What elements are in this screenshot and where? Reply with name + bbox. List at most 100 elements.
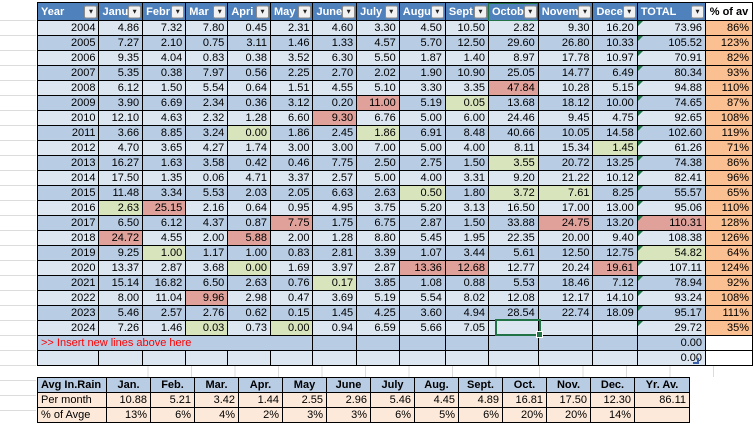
month-cell[interactable]: 17.00	[537, 200, 594, 216]
month-cell[interactable]: 5.35	[98, 65, 144, 81]
month-cell[interactable]: 1.87	[398, 50, 446, 66]
month-cell[interactable]: 1.07	[398, 245, 446, 261]
year-cell[interactable]: 2018	[36, 230, 100, 246]
month-cell[interactable]: 3.44	[444, 245, 489, 261]
total-cell[interactable]: 0.00	[636, 350, 707, 366]
month-cell[interactable]: 3.30	[398, 80, 446, 96]
month-cell[interactable]: 6.12	[142, 215, 187, 231]
month-cell[interactable]: 0.64	[227, 200, 271, 216]
month-cell[interactable]: 15.14	[98, 275, 144, 291]
month-cell[interactable]: 3.60	[398, 305, 446, 321]
month-cell[interactable]: 1.00	[142, 245, 187, 261]
month-cell[interactable]: 12.10	[98, 110, 144, 126]
month-cell[interactable]: 4.63	[142, 110, 187, 126]
month-cell[interactable]: 5.19	[356, 290, 400, 306]
pct-of-average-cell[interactable]: 96%	[705, 170, 753, 186]
month-cell[interactable]: 3.58	[185, 155, 229, 171]
total-cell[interactable]: 93.24	[636, 290, 707, 306]
total-cell[interactable]: 105.52	[636, 35, 707, 51]
month-cell[interactable]: 2.98	[227, 290, 271, 306]
month-cell[interactable]: 0.42	[227, 155, 271, 171]
empty-cell[interactable]	[592, 335, 638, 351]
month-cell[interactable]: 18.12	[537, 95, 594, 111]
month-cell[interactable]: 2.34	[185, 95, 229, 111]
pct-of-average-cell[interactable]: 124%	[705, 260, 753, 276]
filter-dropdown-icon[interactable]: ▾	[473, 5, 487, 18]
year-cell[interactable]: 2010	[36, 110, 100, 126]
month-cell[interactable]: 7.61	[537, 185, 594, 201]
month-cell[interactable]: 1.74	[227, 140, 271, 156]
month-cell[interactable]: 6.60	[269, 110, 314, 126]
filter-dropdown-icon[interactable]: ▾	[171, 5, 185, 18]
filter-dropdown-icon[interactable]: ▾	[622, 5, 636, 18]
year-cell[interactable]: 2007	[36, 65, 100, 81]
month-cell[interactable]: 0.94	[312, 320, 358, 336]
month-cell[interactable]: 3.72	[487, 185, 539, 201]
total-cell[interactable]: 94.88	[636, 80, 707, 96]
year-cell[interactable]: 2015	[36, 185, 100, 201]
month-cell[interactable]: 1.17	[185, 245, 229, 261]
month-cell[interactable]: 0.88	[444, 275, 489, 291]
month-cell[interactable]: 25.15	[142, 200, 187, 216]
month-cell[interactable]: 1.50	[444, 215, 489, 231]
month-cell[interactable]: 5.46	[98, 305, 144, 321]
month-cell[interactable]: 10.33	[592, 35, 638, 51]
month-cell[interactable]: 16.20	[592, 20, 638, 36]
pct-of-average-cell[interactable]: 119%	[705, 125, 753, 141]
month-cell[interactable]: 1.00	[227, 245, 271, 261]
month-cell[interactable]: 7.26	[98, 320, 144, 336]
month-cell[interactable]: 9.25	[98, 245, 144, 261]
year-cell[interactable]: 2014	[36, 170, 100, 186]
month-cell[interactable]: 3.24	[185, 125, 229, 141]
month-cell[interactable]: 6.12	[98, 80, 144, 96]
month-cell[interactable]: 14.10	[592, 290, 638, 306]
month-cell[interactable]: 10.12	[592, 170, 638, 186]
pct-of-average-cell[interactable]: 111%	[705, 305, 753, 321]
pct-of-average-cell[interactable]: 108%	[705, 290, 753, 306]
summary-value-cell[interactable]: 3%	[326, 407, 371, 423]
year-cell[interactable]: 2009	[36, 95, 100, 111]
month-cell[interactable]: 3.11	[227, 35, 271, 51]
summary-value-cell[interactable]: 4.45	[414, 392, 459, 408]
year-cell[interactable]: 2013	[36, 155, 100, 171]
month-cell[interactable]: 10.97	[592, 50, 638, 66]
pct-of-average-cell[interactable]	[705, 335, 753, 351]
month-cell[interactable]: 0.38	[227, 50, 271, 66]
month-cell[interactable]: 2.87	[398, 215, 446, 231]
month-cell[interactable]: 14.58	[592, 125, 638, 141]
month-cell[interactable]: 16.27	[98, 155, 144, 171]
pct-of-average-cell[interactable]: 82%	[705, 50, 753, 66]
summary-value-cell[interactable]: 16.81	[502, 392, 547, 408]
month-cell[interactable]: 13.37	[98, 260, 144, 276]
month-cell[interactable]: 6.49	[592, 65, 638, 81]
summary-value-cell[interactable]: 5%	[414, 407, 459, 423]
pct-of-average-cell[interactable]: 110%	[705, 80, 753, 96]
month-cell[interactable]: 0.56	[227, 65, 271, 81]
month-cell[interactable]: 7.97	[185, 65, 229, 81]
year-cell[interactable]: 2023	[36, 305, 100, 321]
month-cell[interactable]: 0.05	[444, 95, 489, 111]
empty-cell[interactable]	[487, 335, 539, 351]
year-cell[interactable]: 2012	[36, 140, 100, 156]
month-cell[interactable]: 12.68	[444, 260, 489, 276]
month-cell[interactable]: 17.78	[537, 50, 594, 66]
month-cell[interactable]: 0.62	[227, 305, 271, 321]
month-cell[interactable]: 2.31	[269, 20, 314, 36]
month-cell[interactable]	[592, 320, 638, 336]
empty-cell[interactable]	[592, 350, 638, 366]
month-cell[interactable]: 20.72	[537, 155, 594, 171]
month-cell[interactable]: 0.83	[269, 245, 314, 261]
month-cell[interactable]: 2.32	[185, 110, 229, 126]
month-cell[interactable]: 6.00	[444, 110, 489, 126]
month-cell[interactable]: 8.85	[142, 125, 187, 141]
summary-value-cell[interactable]: 6%	[458, 407, 503, 423]
month-cell[interactable]: 0.00	[227, 125, 271, 141]
month-cell[interactable]: 7.80	[185, 20, 229, 36]
month-cell[interactable]: 16.50	[487, 200, 539, 216]
month-cell[interactable]: 0.38	[142, 65, 187, 81]
month-cell[interactable]: 29.60	[487, 35, 539, 51]
month-cell[interactable]: 5.66	[398, 320, 446, 336]
month-cell[interactable]: 1.86	[356, 125, 400, 141]
empty-cell[interactable]	[444, 335, 489, 351]
month-cell[interactable]: 7.75	[312, 155, 358, 171]
